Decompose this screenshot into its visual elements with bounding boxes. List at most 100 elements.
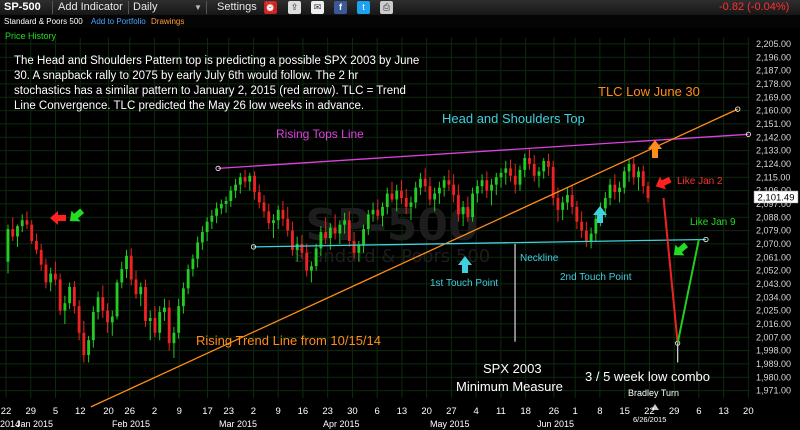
settings-button[interactable]: Settings xyxy=(217,1,257,13)
candle-body xyxy=(357,245,361,253)
toolbar-separator xyxy=(52,1,53,14)
mail-icon[interactable]: ✉ xyxy=(311,1,324,14)
y-tick-label: 1,989.00 xyxy=(756,359,791,369)
add-to-portfolio-link[interactable]: Add to Portfolio xyxy=(91,17,146,26)
tlc-low-label: TLC Low June 30 xyxy=(598,84,700,99)
candle-body xyxy=(547,160,550,167)
x-tick-label: 27 xyxy=(446,406,457,417)
candle-body xyxy=(333,227,337,234)
candle-body xyxy=(437,187,441,194)
red-arrow-icon xyxy=(50,211,66,225)
touch2-label: 2nd Touch Point xyxy=(560,272,632,283)
candle-body xyxy=(172,332,176,344)
candle-body xyxy=(532,163,536,176)
y-tick-label: 2,106.00 xyxy=(756,186,791,196)
facebook-icon[interactable]: f xyxy=(334,1,347,14)
candle-body xyxy=(518,169,522,185)
cyan-up-arrow-icon xyxy=(458,256,472,273)
candle-body xyxy=(186,269,190,289)
y-tick-label: 2,142.00 xyxy=(756,132,791,142)
candle-body xyxy=(513,175,517,185)
candle-body xyxy=(523,158,527,170)
candle-body xyxy=(371,209,375,215)
add-indicator-button[interactable]: Add Indicator xyxy=(58,1,123,13)
candle-body xyxy=(129,255,133,280)
x-tick-label: 1 xyxy=(572,406,577,417)
x-tick-label: 9 xyxy=(276,406,281,417)
y-tick-label: 2,016.00 xyxy=(756,319,791,329)
toolbar: SP-500 Add Indicator Daily ▼ Settings ⏰ … xyxy=(0,0,800,16)
candle-body xyxy=(77,306,81,333)
x-tick-label: 29 xyxy=(25,406,36,417)
x-tick-label: 23 xyxy=(223,406,234,417)
candle-body xyxy=(272,220,275,224)
candle-body xyxy=(561,202,565,210)
candle-body xyxy=(305,252,309,271)
candle-body xyxy=(352,240,356,253)
candle-body xyxy=(125,255,128,270)
watermark-name: Standard & Poors 500 xyxy=(294,246,490,267)
min-measure-label: Minimum Measure xyxy=(456,379,563,394)
x-tick-label: 13 xyxy=(718,406,729,417)
red-arrow-icon xyxy=(655,176,672,190)
x-tick-label: 26 xyxy=(549,406,560,417)
current-price-value: 2,101.49 xyxy=(758,193,795,204)
candle-body xyxy=(542,160,546,172)
print-icon[interactable]: ⎙ xyxy=(380,1,393,14)
candle-body xyxy=(551,166,555,198)
y-tick-label: 2,187.00 xyxy=(756,66,791,76)
period-select[interactable]: Daily xyxy=(133,1,158,13)
rising-tops-label: Rising Tops Line xyxy=(276,127,364,141)
line-endpoint xyxy=(703,236,709,243)
share-icon[interactable]: ⇪ xyxy=(288,1,301,14)
alarm-clock-icon[interactable]: ⏰ xyxy=(264,1,277,14)
candle-body xyxy=(338,224,342,234)
candle-body xyxy=(262,202,266,212)
x-tick-label: 8 xyxy=(597,406,602,417)
price-chart[interactable]: SP-500 Standard & Poors 500 The Head and… xyxy=(0,28,800,430)
candle-body xyxy=(49,273,53,283)
candle-body xyxy=(404,198,408,207)
candle-body xyxy=(291,230,294,250)
candle-body xyxy=(68,286,72,304)
candle-body xyxy=(466,206,470,218)
candle-body xyxy=(580,221,584,231)
candle-body xyxy=(234,184,237,191)
y-tick-label: 2,025.00 xyxy=(756,306,791,316)
candle-body xyxy=(101,297,105,311)
candle-body xyxy=(594,218,598,234)
candle-body xyxy=(452,184,456,196)
commentary-line-2: 30. A snapback rally to 2075 by early Ju… xyxy=(14,70,359,82)
y-tick-label: 2,052.00 xyxy=(756,266,791,276)
price-history-label[interactable]: Price History xyxy=(5,31,57,41)
candle-body xyxy=(419,178,422,188)
twitter-icon[interactable]: t xyxy=(357,1,370,14)
x-month-label: 2014 xyxy=(0,419,20,429)
candle-body xyxy=(267,211,271,224)
candle-body xyxy=(627,163,631,172)
candle-body xyxy=(167,307,171,344)
candle-body xyxy=(494,177,498,185)
x-tick-label: 4 xyxy=(474,406,479,417)
candle-body xyxy=(376,209,380,216)
x-tick-label: 2 xyxy=(251,406,256,417)
y-tick-label: 2,043.00 xyxy=(756,279,791,289)
candle-body xyxy=(324,232,328,238)
current-price-box xyxy=(753,190,799,204)
candle-body xyxy=(286,218,290,231)
candle-body xyxy=(456,195,460,215)
y-tick-label: 2,079.00 xyxy=(756,226,791,236)
trend-lines xyxy=(90,106,751,408)
chevron-down-icon[interactable]: ▼ xyxy=(194,3,202,12)
candle-body xyxy=(6,229,10,262)
toolbar-separator xyxy=(206,1,207,14)
x-tick-label: 13 xyxy=(397,406,408,417)
candle-body xyxy=(314,248,318,267)
candle-body xyxy=(309,266,313,271)
commentary-line-4: Line Convergence. TLC predicted the May … xyxy=(14,100,364,112)
candle-body xyxy=(428,186,432,200)
candle-body xyxy=(153,318,157,333)
symbol-field[interactable]: SP-500 xyxy=(4,1,41,13)
drawings-link[interactable]: Drawings xyxy=(151,17,185,26)
candle-body xyxy=(82,332,86,356)
